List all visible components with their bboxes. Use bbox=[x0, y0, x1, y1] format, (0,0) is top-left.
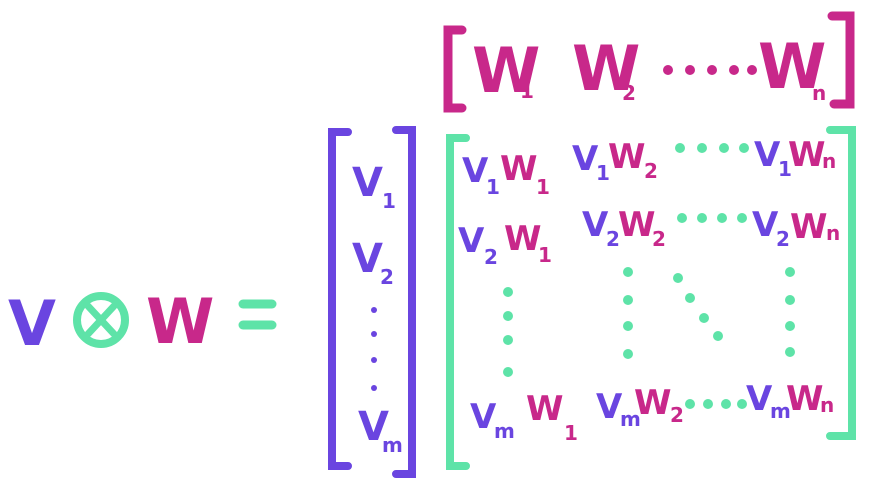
col-vm: V bbox=[358, 404, 389, 450]
svg-text:2: 2 bbox=[652, 227, 666, 251]
svg-text:W: W bbox=[790, 207, 828, 247]
row-m-dots bbox=[685, 399, 747, 409]
column-n-dots bbox=[785, 267, 795, 357]
svg-text:m: m bbox=[620, 407, 641, 431]
svg-text:W: W bbox=[788, 135, 826, 175]
matrix-entry-1-2: V 1 W 2 bbox=[572, 137, 658, 185]
svg-text:1: 1 bbox=[536, 175, 550, 199]
row-wn-sub: n bbox=[812, 81, 826, 105]
svg-text:2: 2 bbox=[484, 245, 498, 269]
col-vm-sub: m bbox=[382, 433, 403, 457]
svg-text:W: W bbox=[526, 389, 564, 429]
matrix-entry-m-1: V m W 1 bbox=[470, 389, 578, 445]
equals-sign bbox=[238, 299, 277, 330]
svg-text:n: n bbox=[826, 221, 840, 245]
svg-text:V: V bbox=[582, 205, 609, 245]
col-vector-brackets bbox=[328, 126, 416, 478]
row-w1-sub: 1 bbox=[520, 79, 534, 103]
svg-text:2: 2 bbox=[606, 227, 620, 251]
tensor-symbol-icon bbox=[73, 292, 129, 348]
matrix-entry-m-n: V m W n bbox=[746, 379, 834, 423]
svg-text:2: 2 bbox=[670, 403, 684, 427]
diagonal-dots bbox=[673, 273, 723, 341]
matrix-brackets bbox=[446, 126, 856, 470]
svg-text:W: W bbox=[504, 219, 542, 259]
row-vector-brackets bbox=[443, 11, 855, 113]
col-v1-sub: 1 bbox=[382, 189, 396, 213]
svg-text:1: 1 bbox=[596, 161, 610, 185]
matrix-entry-1-n: V 1 W n bbox=[754, 135, 836, 181]
svg-text:V: V bbox=[458, 221, 485, 261]
svg-text:m: m bbox=[770, 399, 791, 423]
row-w1: W bbox=[472, 34, 540, 107]
col-v2: V bbox=[352, 236, 383, 282]
svg-text:V: V bbox=[462, 151, 489, 191]
svg-text:W: W bbox=[608, 137, 646, 177]
row-w2: W bbox=[572, 32, 640, 105]
matrix-entry-2-1: V 2 W 1 bbox=[458, 219, 552, 269]
matrix-entry-2-n: V 2 W n bbox=[752, 205, 840, 251]
row-ellipsis bbox=[663, 65, 757, 75]
row-wn: W bbox=[758, 30, 826, 103]
column-1-dots bbox=[503, 287, 513, 377]
svg-text:W: W bbox=[500, 149, 538, 189]
svg-text:2: 2 bbox=[776, 227, 790, 251]
svg-text:1: 1 bbox=[486, 175, 500, 199]
svg-text:V: V bbox=[470, 397, 497, 437]
row-2-dots bbox=[677, 213, 747, 223]
svg-text:V: V bbox=[596, 387, 623, 427]
col-v2-sub: 2 bbox=[380, 265, 394, 289]
svg-text:V: V bbox=[746, 379, 773, 419]
col-v1: V bbox=[352, 160, 383, 206]
column-2-dots bbox=[623, 267, 633, 359]
row-w2-sub: 2 bbox=[622, 81, 636, 105]
svg-text:V: V bbox=[572, 139, 599, 179]
col-ellipsis bbox=[371, 307, 377, 391]
svg-text:1: 1 bbox=[778, 157, 792, 181]
svg-text:1: 1 bbox=[564, 421, 578, 445]
svg-text:W: W bbox=[786, 379, 824, 419]
svg-text:W: W bbox=[618, 205, 656, 245]
lhs-v: V bbox=[8, 287, 56, 360]
svg-text:V: V bbox=[752, 205, 779, 245]
row-1-dots bbox=[675, 143, 749, 153]
svg-text:n: n bbox=[822, 149, 836, 173]
svg-text:V: V bbox=[754, 135, 781, 175]
matrix-entry-m-2: V m W 2 bbox=[596, 383, 684, 431]
svg-text:1: 1 bbox=[538, 243, 552, 267]
matrix-entry-2-2: V 2 W 2 bbox=[582, 205, 666, 251]
svg-text:m: m bbox=[494, 419, 515, 443]
lhs-w: W bbox=[146, 285, 214, 358]
svg-text:n: n bbox=[820, 393, 834, 417]
matrix-entry-1-1: V 1 W 1 bbox=[462, 149, 550, 199]
svg-text:W: W bbox=[634, 383, 672, 423]
svg-text:2: 2 bbox=[644, 159, 658, 183]
